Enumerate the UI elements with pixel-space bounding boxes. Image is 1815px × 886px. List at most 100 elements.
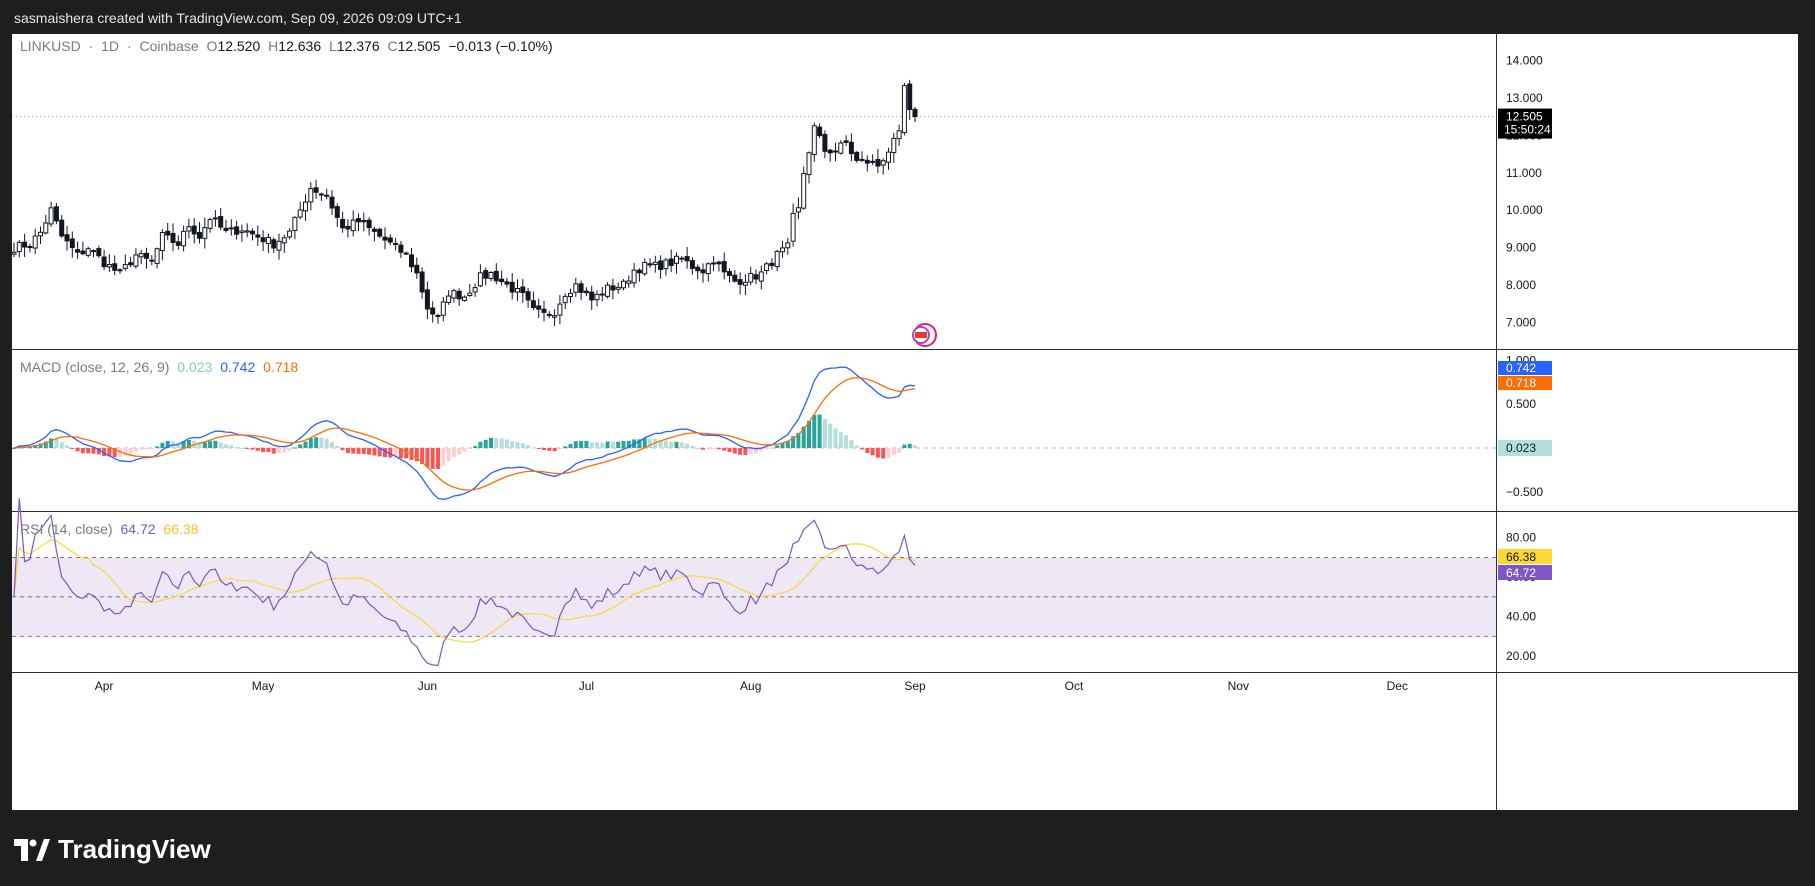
macd-histogram-bar [123, 448, 128, 456]
candle-body [504, 281, 510, 285]
macd-histogram-bar [573, 441, 578, 449]
candle-body [250, 230, 255, 235]
macd-histogram-bar [59, 442, 64, 449]
macd-tick-label: 0.500 [1506, 397, 1536, 411]
candle-body [181, 230, 187, 247]
candle-body [758, 271, 764, 282]
macd-histogram-bar [695, 447, 700, 449]
price-tick-label: 10.000 [1506, 203, 1543, 217]
candle-body [817, 126, 823, 137]
macd-histogram-bar [70, 448, 75, 450]
macd-histogram-bar [552, 448, 557, 452]
macd-histogram-bar [473, 446, 478, 449]
macd-histogram-bar [732, 448, 737, 454]
rsi-band [12, 557, 1496, 637]
candle-body [568, 292, 573, 298]
macd-histogram-bar [865, 448, 870, 453]
candle-body [324, 194, 330, 197]
candle-body [403, 252, 409, 255]
macd-histogram-bar [38, 443, 43, 449]
macd-histogram-bar [716, 448, 721, 450]
macd-histogram-bar [547, 448, 552, 451]
candle-body [27, 246, 33, 249]
candle-body [446, 295, 452, 303]
time-axis-label: Dec [1387, 679, 1408, 693]
candle-body [578, 283, 584, 293]
macd-histogram-bar [351, 448, 356, 454]
candle-body [626, 280, 632, 284]
candle-body [12, 251, 17, 255]
chart-area[interactable]: 14.00013.00012.00011.00010.0009.0008.000… [12, 34, 1798, 810]
candle-body [16, 241, 22, 253]
candle-body [371, 228, 377, 232]
macd-histogram-bar [722, 448, 727, 451]
macd-histogram-bar [414, 448, 419, 462]
candle-body [562, 295, 568, 304]
candle-body [716, 261, 722, 265]
macd-histogram-bar [393, 448, 398, 458]
candle-body [705, 263, 711, 275]
macd-histogram-bar [208, 441, 213, 449]
macd-histogram-bar [319, 437, 324, 449]
candle-body [64, 234, 70, 242]
macd-histogram-bar [605, 441, 610, 449]
macd-histogram-bar [224, 444, 228, 449]
macd-histogram-bar [308, 438, 313, 449]
high-label: H12.636 [268, 38, 322, 54]
last-price-badge [1498, 108, 1552, 139]
chart-caption: sasmaishera created with TradingView.com… [14, 10, 462, 26]
candle-body [663, 259, 669, 270]
macd-histogram-bar [451, 448, 456, 457]
candle-body [753, 274, 759, 280]
macd-histogram-bar [80, 448, 85, 454]
candle-body [133, 254, 139, 267]
legend-sep: · [126, 38, 132, 54]
candle-body [477, 272, 483, 287]
macd-histogram-bar [144, 448, 149, 450]
candle-body [467, 292, 473, 297]
countdown-badge-value: 15:50:24 [1504, 123, 1551, 137]
macd-hist-value: 0.023 [177, 359, 213, 375]
candle-body [281, 237, 287, 244]
candle-body [207, 219, 213, 229]
candle-body [138, 253, 144, 258]
macd-histogram-bar [54, 438, 59, 449]
macd-histogram-bar [822, 418, 827, 449]
candle-body [599, 293, 605, 296]
candle-body [334, 206, 340, 218]
candle-body [652, 261, 658, 265]
price-tick-label: 11.000 [1506, 166, 1542, 180]
price-tick-label: 7.000 [1506, 315, 1536, 329]
candle-body [59, 219, 65, 237]
macd-histogram-bar [128, 448, 133, 455]
candle-body [546, 313, 552, 316]
candle-body [228, 227, 234, 230]
candle-body [583, 290, 589, 294]
candle-body [202, 227, 208, 239]
candle-body [472, 287, 478, 293]
candle-body [605, 284, 611, 297]
macd-histogram-bar [462, 448, 467, 452]
macd-histogram-bar [531, 447, 536, 449]
candle-body [674, 255, 679, 264]
footer-logo[interactable]: TradingView [14, 834, 211, 865]
macd-histogram-bar [287, 448, 292, 451]
candle-body [22, 241, 28, 248]
macd-histogram-bar [107, 448, 112, 457]
candle-body [557, 303, 563, 316]
macd-histogram-bar [12, 448, 16, 450]
macd-histogram-bar [891, 448, 896, 456]
macd-histogram-bar [902, 444, 907, 449]
macd-histogram-bar [499, 438, 504, 449]
legend-sep: · [88, 38, 94, 54]
macd-histogram-bar [372, 448, 377, 456]
macd-histogram-bar [277, 448, 281, 454]
open-label: O12.520 [206, 38, 261, 54]
macd-histogram-bar [870, 448, 875, 456]
candle-body [764, 263, 770, 271]
candle-body [833, 150, 838, 153]
macd-hist-badge [1498, 440, 1552, 457]
candle-body [144, 252, 149, 259]
candle-body [303, 201, 308, 212]
time-axis-label: Jul [579, 679, 594, 693]
